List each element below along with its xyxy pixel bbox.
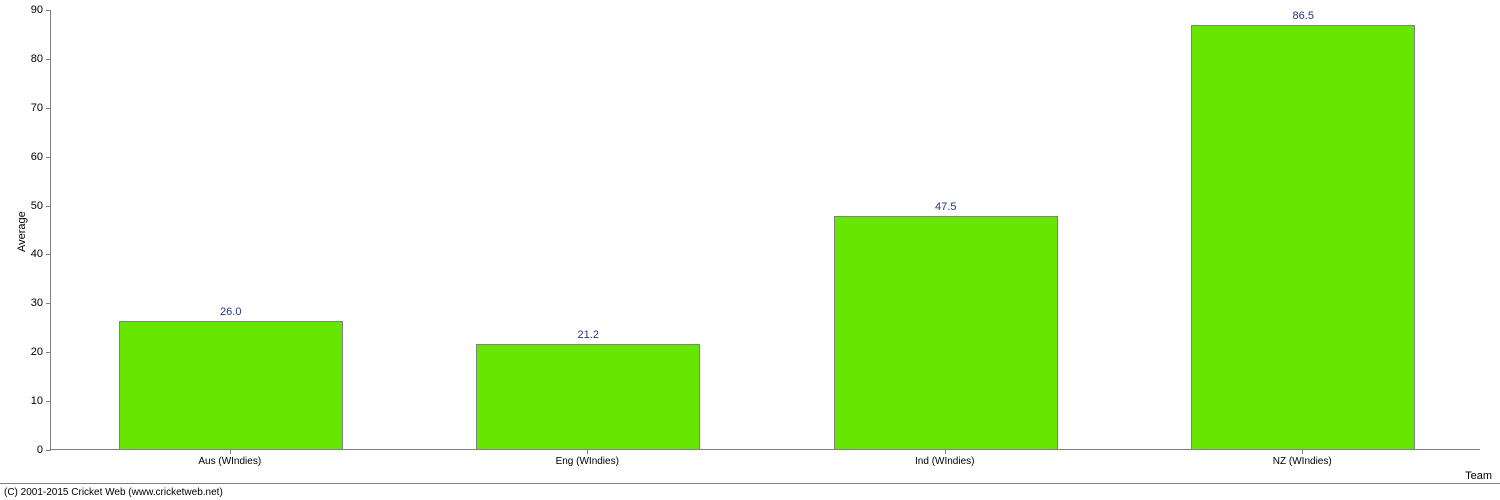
bar-value-label: 47.5: [935, 201, 956, 213]
y-tick: [46, 450, 51, 451]
y-tick: [46, 206, 51, 207]
y-tick-label: 30: [31, 297, 43, 309]
y-tick: [46, 401, 51, 402]
bar-value-label: 26.0: [220, 306, 241, 318]
x-tick: [587, 449, 588, 454]
y-tick-label: 0: [37, 444, 43, 456]
y-axis-title: Average: [16, 211, 28, 252]
y-tick: [46, 303, 51, 304]
bar-value-label: 21.2: [578, 329, 599, 341]
x-tick-label: Ind (WIndies): [915, 456, 974, 467]
y-tick-label: 80: [31, 53, 43, 65]
x-tick-label: Eng (WIndies): [556, 456, 619, 467]
x-tick-label: Aus (WIndies): [198, 456, 261, 467]
y-tick-label: 10: [31, 395, 43, 407]
y-tick-label: 40: [31, 248, 43, 260]
x-tick: [945, 449, 946, 454]
y-tick: [46, 108, 51, 109]
x-axis-title: Team: [1465, 470, 1492, 482]
chart-container: 0 10 20 30 40 50 60 70 80 90 Aus (WIndies) 26.0 Eng …: [0, 0, 1500, 500]
x-tick-label: NZ (WIndies): [1273, 456, 1332, 467]
y-tick-label: 90: [31, 4, 43, 16]
bar-value-label: 86.5: [1293, 10, 1314, 22]
y-tick: [46, 59, 51, 60]
y-tick-label: 70: [31, 102, 43, 114]
copyright-text: (C) 2001-2015 Cricket Web (www.cricketwe…: [4, 487, 223, 498]
bar: 26.0: [119, 321, 343, 449]
bar: 21.2: [476, 344, 700, 449]
y-tick-label: 60: [31, 151, 43, 163]
divider: [0, 483, 1500, 484]
plot-area: 0102030405060708090Aus (WIndies)26.0Eng …: [50, 10, 1480, 450]
y-tick: [46, 254, 51, 255]
y-tick: [46, 10, 51, 11]
y-tick-label: 20: [31, 346, 43, 358]
y-tick: [46, 352, 51, 353]
y-tick-label: 50: [31, 200, 43, 212]
x-tick: [1302, 449, 1303, 454]
bar: 47.5: [834, 216, 1058, 449]
y-tick: [46, 157, 51, 158]
x-tick: [230, 449, 231, 454]
bar: 86.5: [1191, 25, 1415, 449]
